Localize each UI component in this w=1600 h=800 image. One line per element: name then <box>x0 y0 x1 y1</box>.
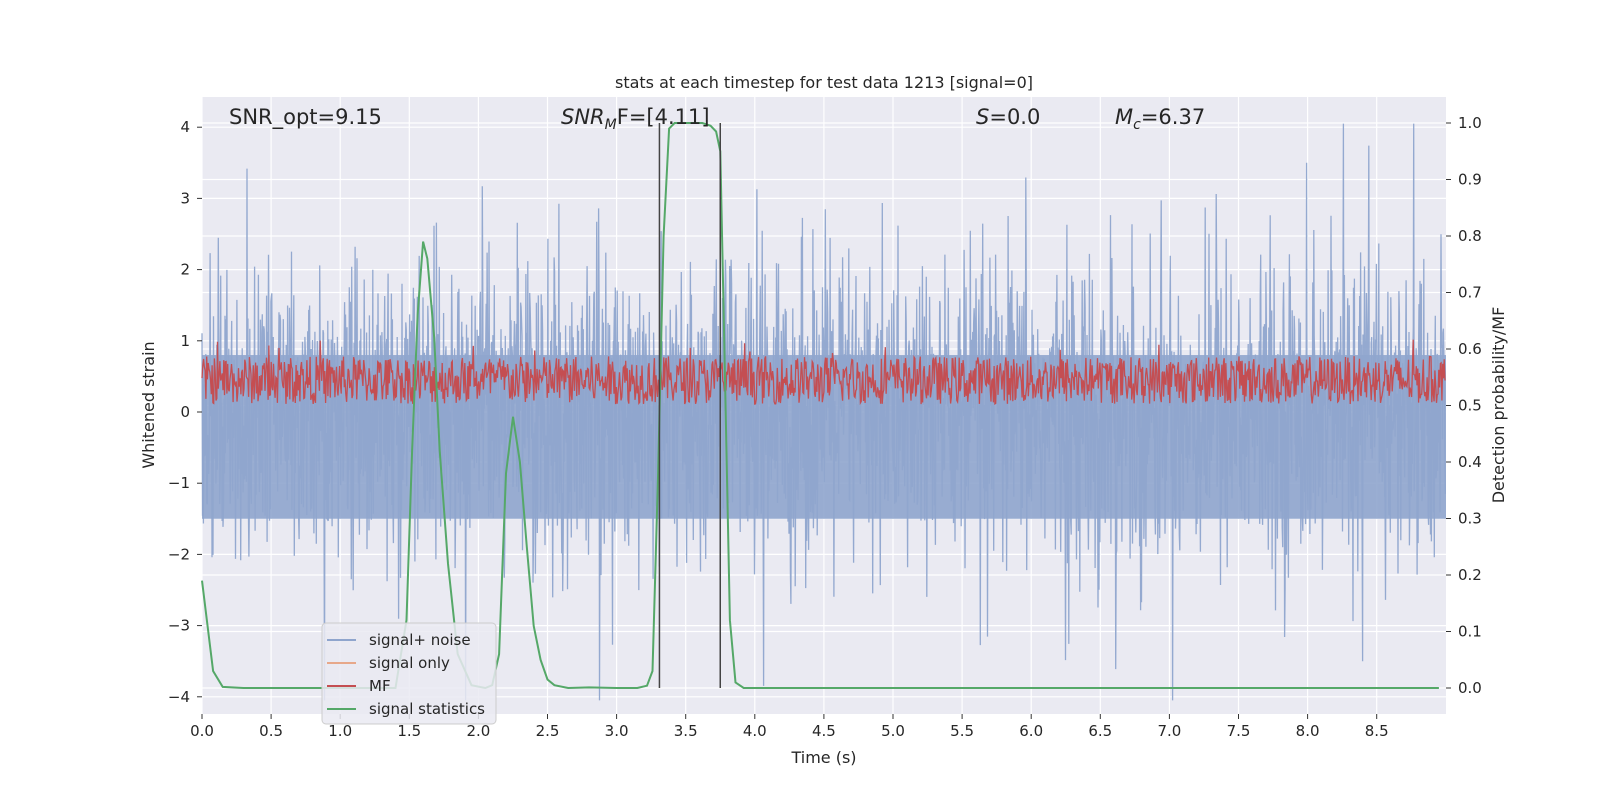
x-tick-label: 5.5 <box>950 722 974 740</box>
y2-tick-label: 0.9 <box>1458 171 1482 189</box>
x-tick-label: 3.0 <box>605 722 629 740</box>
x-axis-ticks: 0.0 0.5 1.0 1.5 2.0 2.5 3.0 3.5 4.0 4.5 5.0 5.5 6.0 6… <box>190 714 1389 740</box>
y-axis-ticks: 4 3 2 1 0 −1 −2 −3 −4 <box>168 118 202 706</box>
snr-opt-annotation: SNR_opt=9.15 <box>229 105 382 130</box>
signal-statistics-series <box>201 122 1439 690</box>
s-annotation: S=0.0 <box>976 105 1040 129</box>
y2-tick-label: 0.7 <box>1458 284 1482 302</box>
x-tick-label: 7.0 <box>1157 722 1181 740</box>
y-tick-label: 0 <box>180 403 190 421</box>
x-tick-label: 3.5 <box>674 722 698 740</box>
y2-tick-label: 1.0 <box>1458 114 1482 132</box>
x-tick-label: 4.5 <box>812 722 836 740</box>
y-tick-label: −4 <box>168 688 190 706</box>
legend-label-signal-only: signal only <box>369 654 450 672</box>
y2-tick-label: 0.3 <box>1458 510 1482 528</box>
x-tick-label: 0.5 <box>259 722 283 740</box>
legend: signal+ noise signal only MF signal stat… <box>321 622 497 725</box>
y-tick-label: −3 <box>168 617 190 635</box>
y2-tick-label: 0.6 <box>1458 340 1482 358</box>
x-tick-label: 1.5 <box>397 722 421 740</box>
x-tick-label: 8.5 <box>1365 722 1389 740</box>
x-tick-label: 4.0 <box>743 722 767 740</box>
vertical-markers <box>658 123 721 688</box>
legend-label-signal-statistics: signal statistics <box>369 700 485 718</box>
x-tick-label: 6.0 <box>1019 722 1043 740</box>
chart-title: stats at each timestep for test data 121… <box>615 73 1033 92</box>
x-tick-label: 2.5 <box>536 722 560 740</box>
x-axis-label: Time (s) <box>790 748 856 767</box>
y-tick-label: −1 <box>168 474 190 492</box>
mf-series <box>201 339 1446 406</box>
snr-mf-annotation: SNRMF=[4.11] <box>561 105 710 133</box>
x-tick-label: 1.0 <box>328 722 352 740</box>
x-tick-label: 2.0 <box>466 722 490 740</box>
y-tick-label: 3 <box>180 189 190 207</box>
x-tick-label: 0.0 <box>190 722 214 740</box>
legend-label-mf: MF <box>369 677 391 695</box>
x-tick-label: 5.0 <box>881 722 905 740</box>
y-tick-label: −2 <box>168 545 190 563</box>
y-tick-label: 4 <box>180 118 190 136</box>
mf-line <box>201 339 1446 406</box>
legend-box <box>321 622 497 725</box>
y2-axis-label: Detection probability/MF <box>1489 307 1508 504</box>
legend-label-signal-noise: signal+ noise <box>369 631 471 649</box>
y2-tick-label: 0.5 <box>1458 397 1482 415</box>
y2-tick-label: 0.2 <box>1458 566 1482 584</box>
y2-tick-label: 0.8 <box>1458 227 1482 245</box>
y2-axis-ticks: 1.0 0.9 0.8 0.7 0.6 0.5 0.4 0.3 0.2 0.1 0.0 <box>1446 114 1482 697</box>
y2-tick-label: 0.0 <box>1458 679 1482 697</box>
signal-statistics-line <box>201 122 1439 690</box>
y2-tick-label: 0.1 <box>1458 623 1482 641</box>
y2-tick-label: 0.4 <box>1458 453 1482 471</box>
x-tick-label: 8.0 <box>1296 722 1320 740</box>
y-axis-label: Whitened strain <box>139 341 158 468</box>
mc-annotation: Mc=6.37 <box>1115 105 1205 133</box>
x-tick-label: 6.5 <box>1088 722 1112 740</box>
y-tick-label: 1 <box>180 332 190 350</box>
y-tick-label: 2 <box>180 261 190 279</box>
x-tick-label: 7.5 <box>1227 722 1251 740</box>
